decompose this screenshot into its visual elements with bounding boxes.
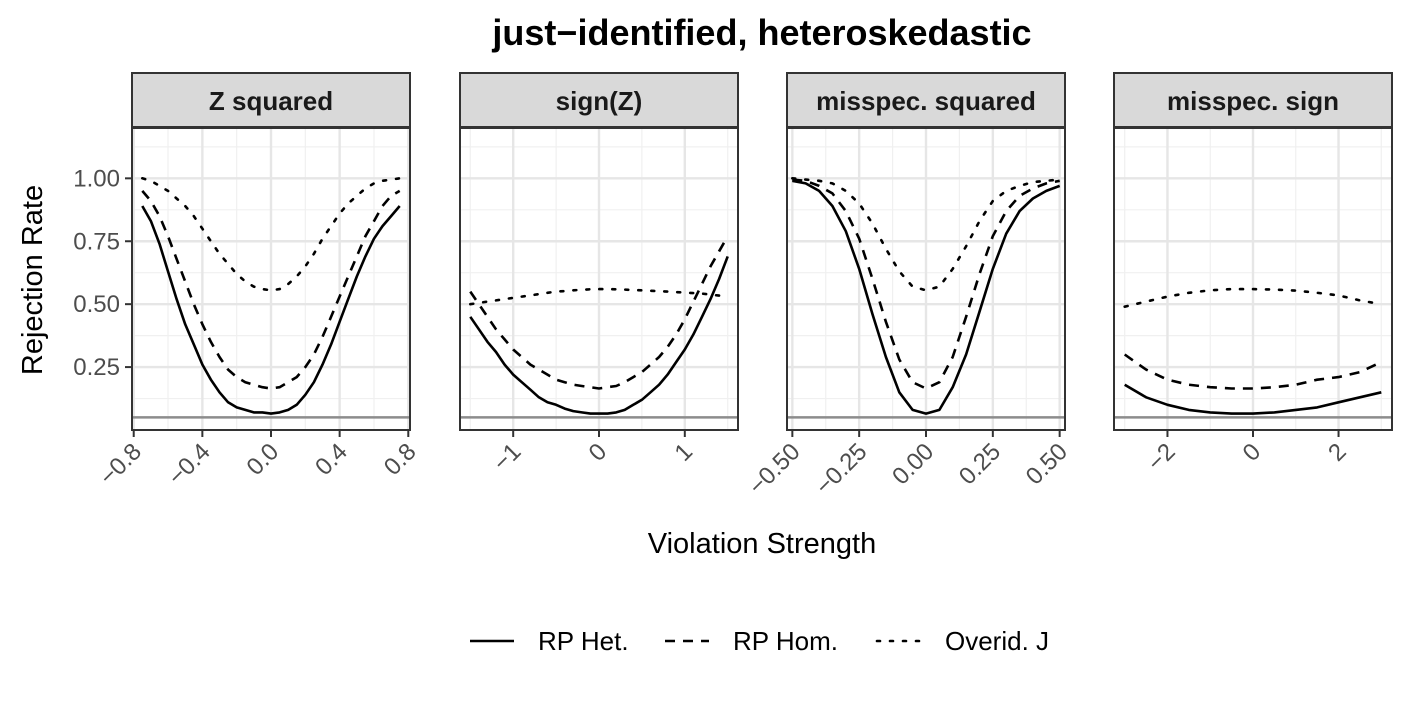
x-tick-label: −2: [1142, 438, 1180, 476]
legend-label: RP Het.: [538, 626, 629, 656]
y-axis-title: Rejection Rate: [17, 185, 49, 375]
panel-1: sign(Z) −1 0 1: [459, 72, 739, 477]
x-tick-label: 2: [1323, 438, 1352, 467]
x-tick-label: 0.8: [379, 438, 422, 481]
x-tick-label: 0: [1238, 438, 1267, 467]
series-line-rp-het: [469, 255, 729, 415]
x-axis-title: Violation Strength: [648, 528, 876, 560]
series-line-overid-j: [790, 177, 1061, 292]
series-line-overid-j: [141, 177, 402, 292]
y-tick-label: 0.25: [73, 354, 120, 381]
x-tick-label: 0.50: [1021, 438, 1073, 490]
y-tick-label: 1.00: [73, 165, 120, 192]
strip-label: Z squared: [209, 86, 333, 116]
panel-3: misspec. sign −2 0 2: [1113, 72, 1393, 477]
x-tick-label: −0.8: [94, 438, 147, 491]
series-line-rp-het: [1124, 383, 1382, 415]
series-line-rp-het: [792, 179, 1061, 415]
x-tick-label: 0.0: [242, 438, 285, 481]
legend-label: RP Hom.: [733, 626, 838, 656]
strip-background: [131, 72, 411, 128]
x-tick-label: −1: [488, 438, 526, 476]
strip-label: misspec. squared: [816, 86, 1036, 116]
panel-2: misspec. squared −0.50 −0.25 0.00 0.25 0.50: [744, 72, 1073, 500]
y-tick-label: 0.50: [73, 291, 120, 318]
series-line-rp-hom: [792, 178, 1060, 390]
chart-title: just−identified, heteroskedastic: [491, 12, 1031, 53]
panels-group: Z squared −0.8 −0.4 0.0 0.4 0.8 sign(Z) −1 0 1 mis…: [94, 72, 1393, 500]
x-tick-label: −0.50: [744, 438, 806, 500]
strip-label: sign(Z): [556, 86, 643, 116]
x-tick-label: −0.25: [810, 438, 872, 500]
strip-background: [786, 72, 1066, 128]
series-line-overid-j: [1123, 287, 1383, 309]
x-tick-label: 1: [670, 438, 699, 467]
x-tick-label: 0: [584, 438, 613, 467]
series-line-rp-hom: [1123, 353, 1382, 390]
panel-0: Z squared −0.8 −0.4 0.0 0.4 0.8: [94, 72, 422, 491]
legend-label: Overid. J: [945, 626, 1049, 656]
strip-label: misspec. sign: [1167, 86, 1339, 116]
y-axis: 0.25 0.50 0.75 1.00: [73, 165, 132, 381]
strip-background: [1113, 72, 1393, 128]
strip-background: [459, 72, 739, 128]
x-tick-label: 0.4: [310, 438, 353, 481]
x-tick-label: 0.25: [954, 438, 1006, 490]
y-tick-label: 0.75: [73, 228, 120, 255]
series-line-rp-het: [141, 205, 401, 415]
x-tick-label: −0.4: [163, 438, 216, 491]
series-line-overid-j: [468, 287, 730, 306]
x-tick-label: 0.00: [887, 438, 939, 490]
legend: RP Het. RP Hom. Overid. J: [470, 626, 1049, 656]
series-line-rp-hom: [469, 235, 729, 390]
